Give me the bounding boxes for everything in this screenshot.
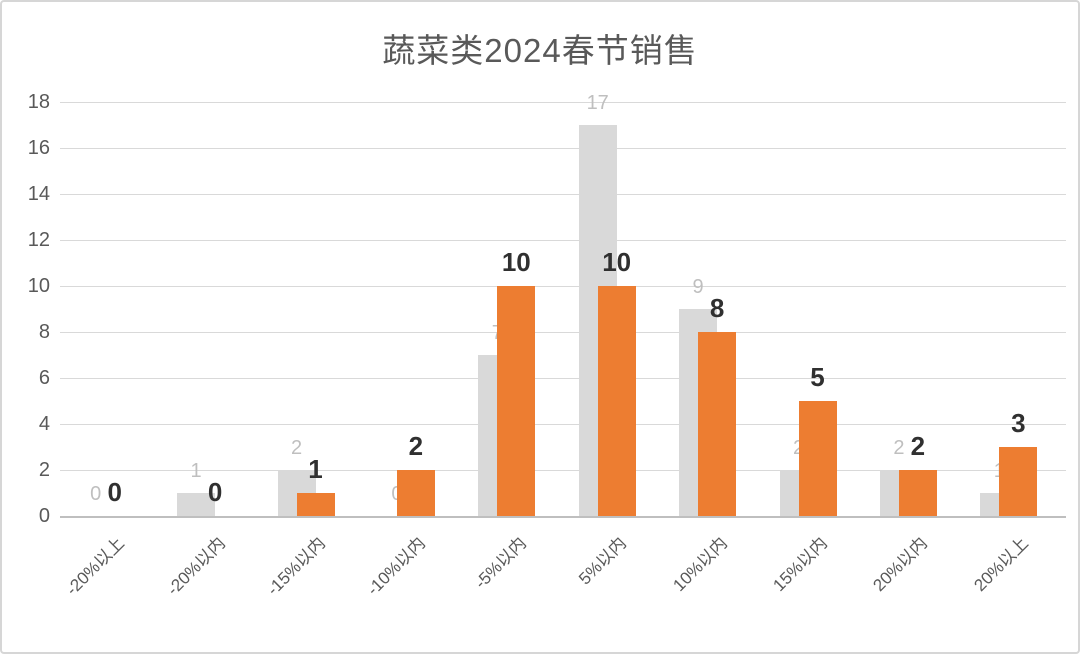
data-label-orange: 10 <box>501 247 531 277</box>
data-label-gray: 2 <box>893 437 905 459</box>
bar-gray <box>177 493 216 516</box>
data-label-orange: 0 <box>207 477 223 507</box>
data-label-gray: 1 <box>190 460 202 482</box>
y-tick-label: 6 <box>38 367 50 389</box>
y-tick-label: 14 <box>27 183 50 205</box>
bar-orange <box>999 447 1038 516</box>
y-tick-label: 10 <box>27 275 50 297</box>
y-tick-label: 8 <box>38 321 50 343</box>
bar-orange <box>698 332 737 516</box>
data-label-orange: 8 <box>709 293 725 323</box>
data-label-gray: 9 <box>692 276 704 298</box>
y-tick-label: 16 <box>27 137 50 159</box>
y-gridline <box>60 424 1066 425</box>
y-gridline <box>60 286 1066 287</box>
data-label-orange: 2 <box>910 431 926 461</box>
y-tick-label: 2 <box>38 459 50 481</box>
y-tick-label: 18 <box>27 91 50 113</box>
y-tick-label: 12 <box>27 229 50 251</box>
bar-orange <box>798 401 837 516</box>
chart-title: 蔬菜类2024春节销售 <box>382 32 698 69</box>
y-gridline <box>60 470 1066 471</box>
bar-orange <box>898 470 937 516</box>
data-label-gray: 17 <box>586 92 609 114</box>
bar-orange <box>597 286 636 516</box>
y-gridline <box>60 240 1066 241</box>
y-tick-label: 0 <box>38 505 50 527</box>
y-gridline <box>60 378 1066 379</box>
y-gridline <box>60 194 1066 195</box>
data-label-orange: 2 <box>408 431 424 461</box>
data-label-gray: 0 <box>90 483 102 505</box>
x-axis-line <box>60 516 1066 518</box>
bar-orange <box>396 470 435 516</box>
y-tick-label: 4 <box>38 413 50 435</box>
bar-orange <box>497 286 536 516</box>
y-gridline <box>60 148 1066 149</box>
data-label-orange: 1 <box>308 454 323 484</box>
data-label-orange: 5 <box>810 362 825 392</box>
y-gridline <box>60 102 1066 103</box>
data-label-orange: 0 <box>107 477 122 507</box>
y-gridline <box>60 332 1066 333</box>
data-label-orange: 3 <box>1011 408 1026 438</box>
bar-orange <box>296 493 335 516</box>
data-label-orange: 10 <box>602 247 632 277</box>
data-label-gray: 2 <box>290 437 303 459</box>
